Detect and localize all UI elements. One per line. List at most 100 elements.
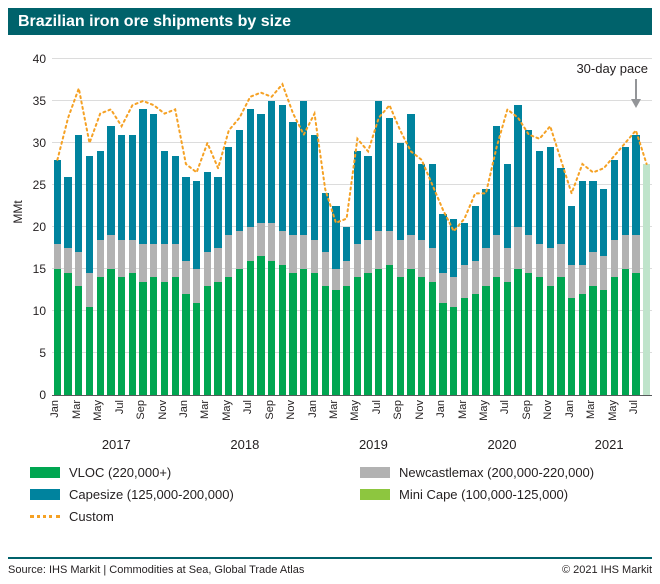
bar-segment [171, 243, 179, 278]
bar-segment [150, 277, 158, 395]
x-tick-label: Jan [49, 400, 62, 418]
gridline [52, 352, 652, 353]
year-label: 2019 [358, 437, 388, 452]
bar-segment [289, 273, 297, 395]
y-tick-label: 20 [32, 220, 46, 234]
bar-segment [310, 273, 319, 395]
x-tick-label: Mar [585, 400, 598, 419]
bar-segment [600, 256, 608, 290]
bar-segment [621, 269, 629, 395]
bar-segment [203, 285, 211, 395]
x-tick-label: Nov [285, 400, 298, 420]
bar-segment [343, 285, 351, 395]
bar-segment [364, 239, 372, 274]
x-tick-label: Jul [499, 400, 512, 415]
bar-segment [246, 109, 254, 227]
bar-segment [75, 252, 83, 286]
year-label: 2017 [101, 437, 131, 452]
x-tick-label: May [477, 400, 490, 421]
bar-segment [107, 235, 115, 269]
bar-segment [343, 260, 351, 286]
bar-segment [621, 147, 629, 236]
bar-segment [182, 294, 190, 395]
bar-segment [600, 290, 608, 395]
bar-segment [364, 155, 372, 240]
bar-segment [493, 277, 501, 395]
bar-segment [128, 134, 136, 240]
pace-annotation: 30-day pace [576, 61, 648, 109]
bar-segment [375, 231, 383, 269]
legend-label: Custom [69, 509, 114, 524]
bar-segment [332, 290, 340, 395]
bar-segment [321, 285, 329, 395]
bar-segment [503, 248, 511, 282]
bar-segment [439, 214, 447, 274]
bar-segment [471, 294, 479, 395]
bar-segment [460, 222, 469, 265]
bar-segment [353, 151, 361, 244]
bar-segment [75, 134, 83, 253]
bar-segment [557, 277, 565, 395]
bar-segment [535, 243, 544, 278]
bar-segment [278, 105, 286, 232]
bar-segment [353, 277, 361, 395]
pace-label: 30-day pace [576, 61, 648, 76]
bar-segment [128, 273, 136, 395]
legend-item: Capesize (125,000-200,000) [30, 487, 360, 502]
bar-segment [396, 239, 404, 278]
bar-segment [364, 273, 372, 395]
bar-segment [450, 306, 458, 395]
bar-segment [589, 252, 597, 286]
bar-segment [203, 252, 211, 286]
legend-item: Custom [30, 509, 360, 524]
legend: VLOC (220,000+) Newcastlemax (200,000-220… [30, 465, 652, 524]
bar-segment [246, 260, 254, 395]
bar-segment [321, 193, 329, 253]
x-tick-label: Nov [542, 400, 555, 420]
bar-segment [235, 231, 244, 269]
x-tick-label: Jan [435, 400, 448, 418]
bar-segment [182, 260, 190, 295]
y-tick-label: 0 [39, 388, 46, 402]
bar-segment [160, 151, 169, 244]
bar-segment [578, 180, 586, 265]
bar-segment [428, 248, 436, 282]
y-tick-label: 30 [32, 136, 46, 150]
bar-segment [257, 256, 265, 395]
x-tick-label: Jul [113, 400, 126, 415]
bar-segment [439, 273, 447, 303]
bar-segment [96, 151, 104, 240]
x-tick-label: May [220, 400, 233, 421]
bar-segment [160, 243, 169, 282]
x-tick-label: Jan [563, 400, 576, 418]
bar-segment [182, 176, 190, 261]
x-tick-label: Mar [456, 400, 469, 419]
bar-segment [568, 264, 576, 299]
bar-segment [385, 231, 394, 265]
bar-segment [246, 227, 254, 261]
bar-segment [578, 294, 586, 395]
bar-segment [214, 281, 222, 395]
bar-segment [300, 101, 308, 236]
bar-segment [493, 126, 501, 236]
x-tick-label: Mar [327, 400, 340, 419]
bar-segment [535, 151, 544, 244]
y-tick-label: 5 [39, 346, 46, 360]
bar-segment [407, 235, 415, 269]
x-tick-label: May [606, 400, 619, 421]
bar-segment [632, 235, 640, 274]
bar-segment [118, 277, 126, 395]
x-tick-label: May [349, 400, 362, 421]
chart-title: Brazilian iron ore shipments by size [18, 13, 291, 30]
bar-segment [418, 164, 426, 240]
bar-segment [96, 239, 104, 278]
gridline [52, 310, 652, 311]
legend-label: Newcastlemax (200,000-220,000) [399, 465, 595, 480]
bar-segment [85, 155, 94, 274]
bar-segment [428, 281, 436, 395]
bar-segment [610, 277, 619, 395]
bar-segment [332, 269, 340, 290]
bar-segment [321, 252, 329, 286]
y-tick-label: 35 [32, 94, 46, 108]
bar-segment [53, 159, 61, 244]
